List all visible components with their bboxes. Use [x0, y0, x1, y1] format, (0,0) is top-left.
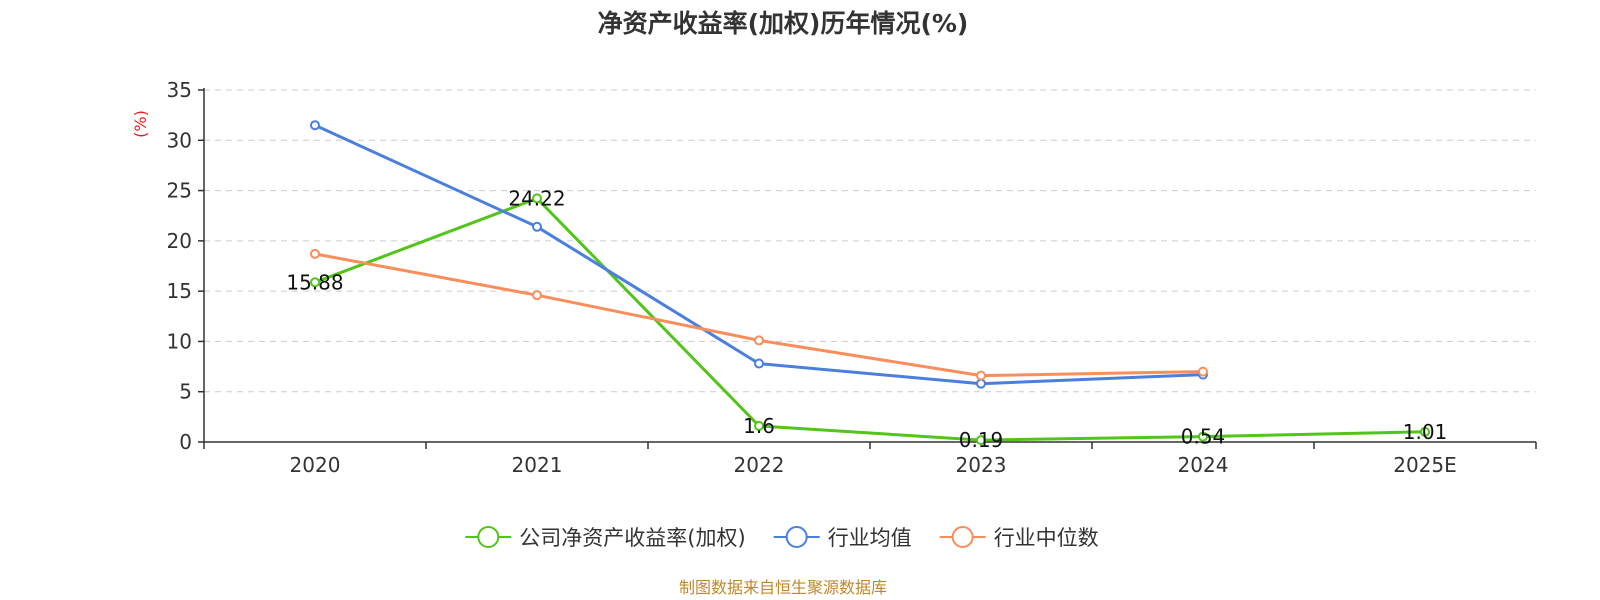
legend-marker: [785, 526, 808, 548]
legend-marker: [951, 526, 974, 548]
series-2-point: [310, 248, 320, 259]
series-line-2: [314, 252, 1204, 378]
chart-title: 净资产收益率(加权)历年情况(%): [598, 9, 969, 38]
data-label: 0.54: [1181, 425, 1226, 449]
data-label: 15.88: [286, 270, 343, 294]
grid-layer: [204, 89, 1536, 393]
legend-marker: [477, 526, 500, 548]
x-tick-label: 2020: [290, 453, 341, 477]
series-0-point: [754, 420, 764, 431]
legend-item-0[interactable]: 公司净资产收益率(加权): [465, 526, 746, 550]
data-label: 0.19: [959, 428, 1004, 452]
data-label-layer: 15.88 24.22 1.6 0.19 0.54 1.01: [286, 186, 1447, 452]
series-2-point: [754, 335, 764, 346]
series-0-point: [1420, 426, 1430, 437]
series-1-point: [976, 378, 986, 389]
y-tick-label: 0: [179, 430, 192, 454]
x-tick-label: 2023: [956, 453, 1007, 477]
x-tick-label: 2021: [512, 453, 563, 477]
series-1-point: [310, 120, 320, 131]
series-layer: [310, 120, 1430, 446]
series-line-0: [314, 196, 1426, 442]
y-tick-label: 15: [167, 279, 192, 303]
legend-item-2[interactable]: 行业中位数: [939, 526, 1099, 550]
x-tick-label: 2025E: [1393, 453, 1457, 477]
series-0-point: [310, 277, 320, 288]
x-tick-label: 2024: [1178, 453, 1229, 477]
series-2-point: [1198, 366, 1208, 377]
legend-item-1[interactable]: 行业均值: [773, 526, 912, 550]
legend-label: 行业中位数: [994, 526, 1099, 550]
series-0-point: [532, 193, 542, 204]
axis-layer: 0 5 10 15 20 25 30 35 2020 2021 2022 2023 2024 2025E: [167, 78, 1537, 477]
legend-label: 行业均值: [828, 526, 912, 550]
data-label: 1.01: [1403, 420, 1448, 444]
source-note: 制图数据来自恒生聚源数据库: [679, 578, 887, 597]
y-tick-label: 5: [179, 380, 192, 404]
y-tick-label: 10: [167, 329, 192, 353]
y-tick-label: 20: [167, 229, 192, 253]
x-tick-label: 2022: [734, 453, 785, 477]
legend-label: 公司净资产收益率(加权): [519, 526, 745, 550]
series-0-point: [976, 435, 986, 446]
data-label: 24.22: [508, 186, 565, 210]
y-tick-label: 35: [167, 78, 192, 102]
y-tick-label: 25: [167, 179, 192, 203]
series-1-point: [754, 358, 764, 369]
data-label: 1.6: [743, 414, 775, 438]
y-tick-label: 30: [167, 128, 192, 152]
y-axis-unit-label: (%): [131, 110, 150, 138]
series-0-point: [1198, 431, 1208, 442]
series-2-point: [976, 370, 986, 381]
series-2-point: [532, 290, 542, 301]
series-1-point: [532, 221, 542, 232]
legend: 公司净资产收益率(加权) 行业均值 行业中位数: [465, 526, 1099, 550]
